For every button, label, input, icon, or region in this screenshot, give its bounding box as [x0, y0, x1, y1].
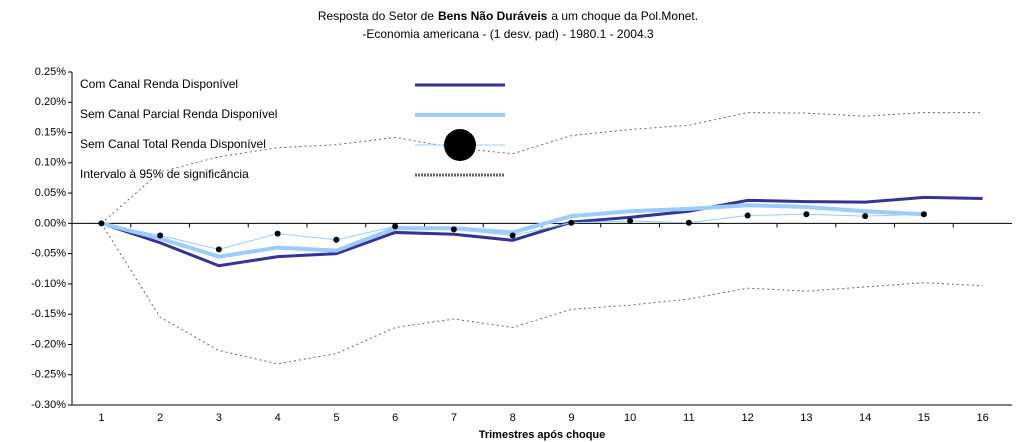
point: [215, 246, 222, 253]
point: [509, 232, 516, 239]
legend-label: Sem Canal Total Renda Disponível: [80, 137, 266, 151]
point: [568, 219, 575, 226]
series-line: [100, 195, 983, 268]
y-tick-label: -0.25%: [31, 369, 66, 381]
x-tick-label: 15: [918, 412, 930, 424]
point: [274, 230, 281, 237]
x-tick-label: 7: [451, 412, 457, 424]
y-tick-label: 0.10%: [35, 157, 66, 169]
point: [803, 211, 810, 218]
band-line: [101, 112, 983, 224]
band-line: [100, 223, 983, 365]
x-tick-label: 13: [800, 412, 812, 424]
x-tick-label: 3: [216, 412, 222, 424]
chart-title: Resposta do Setor de Bens Não Duráveis a u…: [318, 9, 698, 23]
point: [333, 236, 340, 243]
y-tick-label: -0.10%: [31, 278, 66, 290]
y-tick-label: 0.00%: [35, 217, 66, 229]
title-part: Resposta do Setor de: [318, 9, 434, 23]
point: [627, 217, 634, 224]
point: [98, 220, 105, 227]
point: [157, 232, 164, 239]
y-tick-label: -0.15%: [31, 308, 66, 320]
y-tick-label: 0.05%: [35, 187, 66, 199]
chart-subtitle: -Economia americana - (1 desv. pad) - 19…: [362, 27, 654, 41]
legend-label: Intervalo à 95% de significância: [80, 167, 249, 181]
point: [744, 212, 751, 219]
point: [392, 223, 399, 230]
x-tick-label: 1: [98, 412, 104, 424]
legend-marker: [444, 129, 476, 161]
x-tick-label: 16: [977, 412, 989, 424]
point: [862, 213, 869, 220]
y-tick-label: -0.20%: [31, 338, 66, 350]
y-tick-label: 0.15%: [35, 126, 66, 138]
y-tick-label: -0.30%: [31, 399, 66, 411]
x-tick-label: 4: [275, 412, 281, 424]
x-tick-label: 8: [510, 412, 516, 424]
x-tick-label: 6: [392, 412, 398, 424]
x-tick-label: 11: [683, 412, 694, 424]
point: [920, 211, 927, 218]
x-axis-label: Trimestres após choque: [479, 429, 606, 441]
x-tick-label: 5: [333, 412, 339, 424]
y-tick-label: 0.20%: [35, 96, 66, 108]
point: [450, 226, 457, 233]
x-tick-label: 12: [742, 412, 754, 424]
x-tick-label: 14: [859, 412, 871, 424]
x-tick-label: 9: [568, 412, 574, 424]
y-tick-label: 0.25%: [35, 66, 66, 78]
x-tick-label: 2: [157, 412, 163, 424]
title-part: Bens Não Duráveis: [438, 9, 548, 23]
y-tick-label: -0.05%: [31, 248, 66, 260]
title-part: a um choque da Pol.Monet.: [551, 9, 698, 23]
series-line: [100, 203, 924, 259]
legend-label: Sem Canal Parcial Renda Disponível: [80, 107, 277, 121]
x-tick-label: 10: [624, 412, 636, 424]
point: [685, 219, 692, 226]
legend-label: Com Canal Renda Disponível: [80, 77, 238, 91]
